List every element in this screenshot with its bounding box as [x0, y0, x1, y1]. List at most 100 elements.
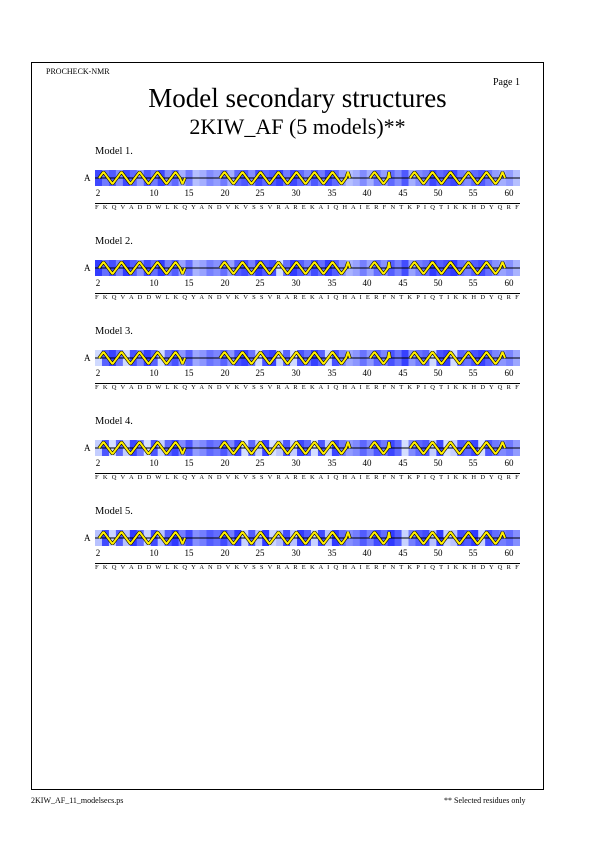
residue-tick-label: 60	[504, 278, 514, 288]
page-subtitle: 2KIW_AF (5 models)**	[189, 114, 406, 139]
residue-tick-label: 35	[327, 368, 337, 378]
residue-tick-label: 2	[95, 188, 101, 198]
residue-tick-label: 30	[291, 548, 301, 558]
residue-tick-label: 20	[220, 188, 230, 198]
model-block-4: Model 4. A 2 10 15 20 25 30 35 40 45 50 55 60 F K Q V …	[0, 416, 595, 498]
residue-tick-label: 55	[468, 278, 478, 288]
page-title: Model secondary structures	[148, 83, 447, 113]
residue-tick-label: 50	[433, 458, 443, 468]
model-label: Model 4.	[95, 416, 133, 427]
residue-tick-label: 25	[255, 368, 265, 378]
residue-tick-label: 40	[362, 188, 372, 198]
helix-segment	[409, 351, 506, 365]
helix-segment	[369, 171, 391, 185]
model-block-2: Model 2. A 2 10 15 20 25 30 35 40 45 50 55 60 F K Q V …	[0, 236, 595, 318]
residue-tick-label: 25	[255, 548, 265, 558]
residue-tick-label: 2	[95, 548, 101, 558]
helix-segment	[98, 531, 186, 545]
helix-segment	[219, 441, 351, 455]
residue-sequence: F K Q V A D D W L K Q Y A N D V K V S S …	[95, 294, 520, 301]
sequence-rule	[95, 203, 520, 204]
program-name: PROCHECK-NMR	[46, 67, 110, 76]
model-block-1: Model 1. A 2 10 15 20 25 30 35 40 45 50 55 60 F K Q V …	[0, 146, 595, 228]
residue-tick-label: 30	[291, 188, 301, 198]
model-label: Model 5.	[95, 506, 133, 517]
residue-tick-label: 25	[255, 188, 265, 198]
residue-tick-label: 30	[291, 458, 301, 468]
model-block-5: Model 5. A 2 10 15 20 25 30 35 40 45 50 55 60 F K Q V …	[0, 506, 595, 588]
chain-label: A	[84, 533, 91, 543]
residue-tick-label: 55	[468, 368, 478, 378]
chain-label: A	[84, 353, 91, 363]
residue-tick-label: 15	[184, 188, 194, 198]
secondary-structure-strip	[95, 260, 520, 276]
model-label: Model 1.	[95, 146, 133, 157]
residue-tick-label: 35	[327, 188, 337, 198]
residue-tick-label: 60	[504, 458, 514, 468]
residue-tick-label: 30	[291, 278, 301, 288]
residue-tick-label: 20	[220, 548, 230, 558]
residue-tick-label: 55	[468, 458, 478, 468]
residue-sequence: F K Q V A D D W L K Q Y A N D V K V S S …	[95, 384, 520, 391]
residue-tick-label: 35	[327, 458, 337, 468]
sequence-rule	[95, 293, 520, 294]
residue-sequence: F K Q V A D D W L K Q Y A N D V K V S S …	[95, 474, 520, 481]
residue-tick-label: 40	[362, 548, 372, 558]
residue-tick-label: 40	[362, 458, 372, 468]
residue-tick-label: 10	[149, 458, 159, 468]
residue-tick-label: 10	[149, 278, 159, 288]
helix-segment	[369, 351, 391, 365]
residue-tick-label: 15	[184, 458, 194, 468]
residue-tick-label: 10	[149, 368, 159, 378]
sequence-rule	[95, 383, 520, 384]
helix-segment	[409, 441, 506, 455]
model-block-3: Model 3. A 2 10 15 20 25 30 35 40 45 50 55 60 F K Q V …	[0, 326, 595, 408]
residue-tick-label: 60	[504, 548, 514, 558]
residue-tick-label: 50	[433, 278, 443, 288]
helix-segment	[219, 531, 351, 545]
residue-tick-label: 45	[398, 368, 408, 378]
residue-tick-label: 20	[220, 458, 230, 468]
model-label: Model 3.	[95, 326, 133, 337]
residue-tick-label: 45	[398, 278, 408, 288]
chain-label: A	[84, 443, 91, 453]
helix-segment	[369, 531, 391, 545]
helix-segment	[98, 261, 186, 275]
helix-segment	[369, 441, 391, 455]
residue-sequence: F K Q V A D D W L K Q Y A N D V K V S S …	[95, 204, 520, 211]
residue-tick-label: 40	[362, 368, 372, 378]
residue-tick-label: 25	[255, 278, 265, 288]
residue-tick-label: 40	[362, 278, 372, 288]
residue-tick-label: 50	[433, 188, 443, 198]
residue-tick-label: 25	[255, 458, 265, 468]
residue-tick-label: 2	[95, 278, 101, 288]
secondary-structure-strip	[95, 350, 520, 366]
residue-tick-label: 2	[95, 368, 101, 378]
page-number: Page 1	[493, 77, 520, 88]
residue-tick-label: 45	[398, 188, 408, 198]
page-frame	[31, 62, 544, 790]
residue-tick-label: 60	[504, 368, 514, 378]
helix-segment	[219, 261, 351, 275]
residue-tick-label: 20	[220, 278, 230, 288]
residue-tick-label: 15	[184, 548, 194, 558]
helix-segment	[98, 441, 186, 455]
secondary-structure-strip	[95, 440, 520, 456]
secondary-structure-strip	[95, 530, 520, 546]
residue-tick-label: 35	[327, 548, 337, 558]
residue-tick-label: 50	[433, 368, 443, 378]
secondary-structure-strip	[95, 170, 520, 186]
helix-segment	[409, 171, 506, 185]
helix-segment	[369, 261, 391, 275]
chain-label: A	[84, 173, 91, 183]
footer-filename: 2KIW_AF_11_modelsecs.ps	[31, 796, 124, 805]
model-label: Model 2.	[95, 236, 133, 247]
residue-tick-label: 15	[184, 368, 194, 378]
residue-tick-label: 50	[433, 548, 443, 558]
footer-note: ** Selected residues only	[444, 796, 526, 805]
residue-tick-label: 45	[398, 458, 408, 468]
residue-tick-label: 2	[95, 458, 101, 468]
helix-segment	[409, 531, 506, 545]
helix-segment	[219, 351, 351, 365]
residue-tick-label: 15	[184, 278, 194, 288]
